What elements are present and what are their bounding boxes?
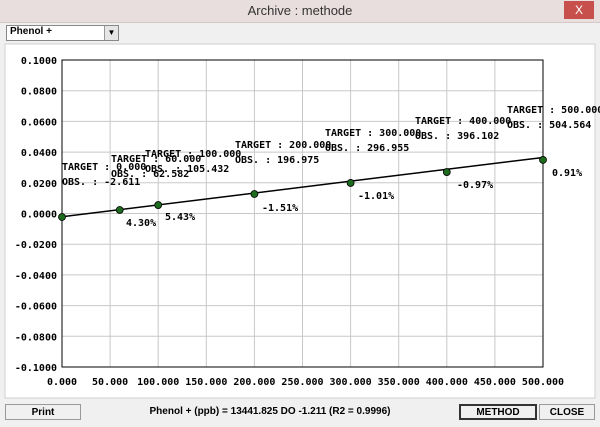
target-label: TARGET : 300.000 bbox=[325, 128, 421, 139]
data-point bbox=[346, 179, 355, 187]
deviation-label: -0.97% bbox=[457, 180, 493, 191]
obs-label: OBS. : 296.955 bbox=[325, 143, 409, 154]
x-tick-label: 150.000 bbox=[185, 377, 227, 388]
obs-label: OBS. : 105.432 bbox=[145, 164, 229, 175]
window-title: Archive : methode bbox=[247, 3, 353, 18]
x-tick-label: 500.000 bbox=[522, 377, 564, 388]
obs-label: OBS. : 396.102 bbox=[415, 131, 499, 142]
data-point bbox=[58, 213, 66, 221]
deviation-label: -1.01% bbox=[358, 191, 394, 202]
x-tick-label: 400.000 bbox=[426, 377, 468, 388]
target-label: TARGET : 400.000 bbox=[415, 116, 511, 127]
deviation-label: -1.51% bbox=[262, 203, 298, 214]
x-tick-label: 200.000 bbox=[233, 377, 275, 388]
deviation-label: 0.91% bbox=[552, 168, 582, 179]
obs-label: OBS. : 62.582 bbox=[111, 169, 189, 180]
x-tick-label: 0.000 bbox=[47, 377, 77, 388]
data-point bbox=[442, 168, 451, 176]
target-label: TARGET : 60.000 bbox=[111, 154, 201, 165]
close-window-button[interactable]: X bbox=[564, 1, 594, 19]
obs-label: OBS. : 196.975 bbox=[235, 155, 319, 166]
data-point bbox=[250, 190, 259, 198]
compound-dropdown[interactable]: Phenol + ▼ bbox=[6, 25, 119, 41]
y-tick-label: 0.0400 bbox=[21, 148, 57, 159]
method-button[interactable]: METHOD bbox=[459, 404, 537, 420]
print-button[interactable]: Print bbox=[5, 404, 81, 420]
target-label: TARGET : 100.000 bbox=[145, 149, 241, 160]
dropdown-arrow[interactable]: ▼ bbox=[104, 26, 118, 40]
deviation-label: 5.43% bbox=[165, 212, 195, 223]
y-tick-label: 0.1000 bbox=[21, 56, 57, 67]
y-tick-label: -0.0600 bbox=[15, 302, 57, 313]
x-tick-label: 50.000 bbox=[92, 377, 128, 388]
data-point bbox=[539, 156, 547, 164]
close-button[interactable]: CLOSE bbox=[539, 404, 595, 420]
data-point bbox=[154, 201, 163, 209]
fit-line bbox=[61, 156, 544, 218]
x-tick-label: 450.000 bbox=[474, 377, 516, 388]
target-label: TARGET : 500.000 bbox=[507, 105, 600, 116]
y-tick-label: 0.0000 bbox=[21, 210, 57, 221]
obs-label: OBS. : -2.611 bbox=[62, 177, 140, 188]
y-tick-label: -0.0400 bbox=[15, 271, 57, 282]
y-tick-label: -0.0800 bbox=[15, 332, 57, 343]
dropdown-value: Phenol + bbox=[10, 26, 52, 37]
target-label: TARGET : 200.000 bbox=[235, 140, 331, 151]
x-tick-label: 300.000 bbox=[330, 377, 372, 388]
y-tick-label: -0.1000 bbox=[15, 363, 57, 374]
title-bar: Archive : methode X bbox=[0, 0, 600, 23]
y-tick-label: -0.0200 bbox=[15, 240, 57, 251]
y-tick-label: 0.0800 bbox=[21, 87, 57, 98]
x-tick-label: 350.000 bbox=[378, 377, 420, 388]
x-tick-label: 100.000 bbox=[137, 377, 179, 388]
y-tick-label: 0.0600 bbox=[21, 117, 57, 128]
deviation-label: 4.30% bbox=[126, 218, 156, 229]
obs-label: OBS. : 504.564 bbox=[507, 120, 591, 131]
equation: Phenol + (ppb) = 13441.825 DO -1.211 (R2… bbox=[149, 406, 391, 417]
chart-panel bbox=[4, 43, 596, 399]
y-tick-label: 0.0200 bbox=[21, 179, 57, 190]
data-point bbox=[115, 206, 124, 214]
target-label: TARGET : 0.000 bbox=[62, 162, 146, 173]
x-tick-label: 250.000 bbox=[281, 377, 323, 388]
